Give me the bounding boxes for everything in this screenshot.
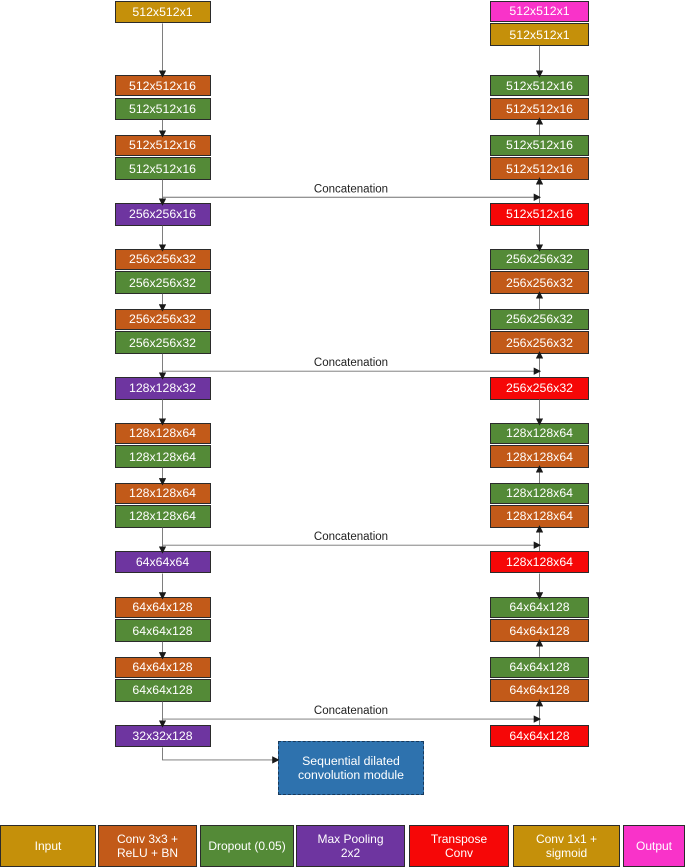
svg-text:Concatenation: Concatenation	[314, 357, 388, 369]
svg-text:Concatenation: Concatenation	[314, 183, 388, 195]
svg-text:Concatenation: Concatenation	[314, 531, 388, 543]
svg-text:Concatenation: Concatenation	[314, 705, 388, 717]
